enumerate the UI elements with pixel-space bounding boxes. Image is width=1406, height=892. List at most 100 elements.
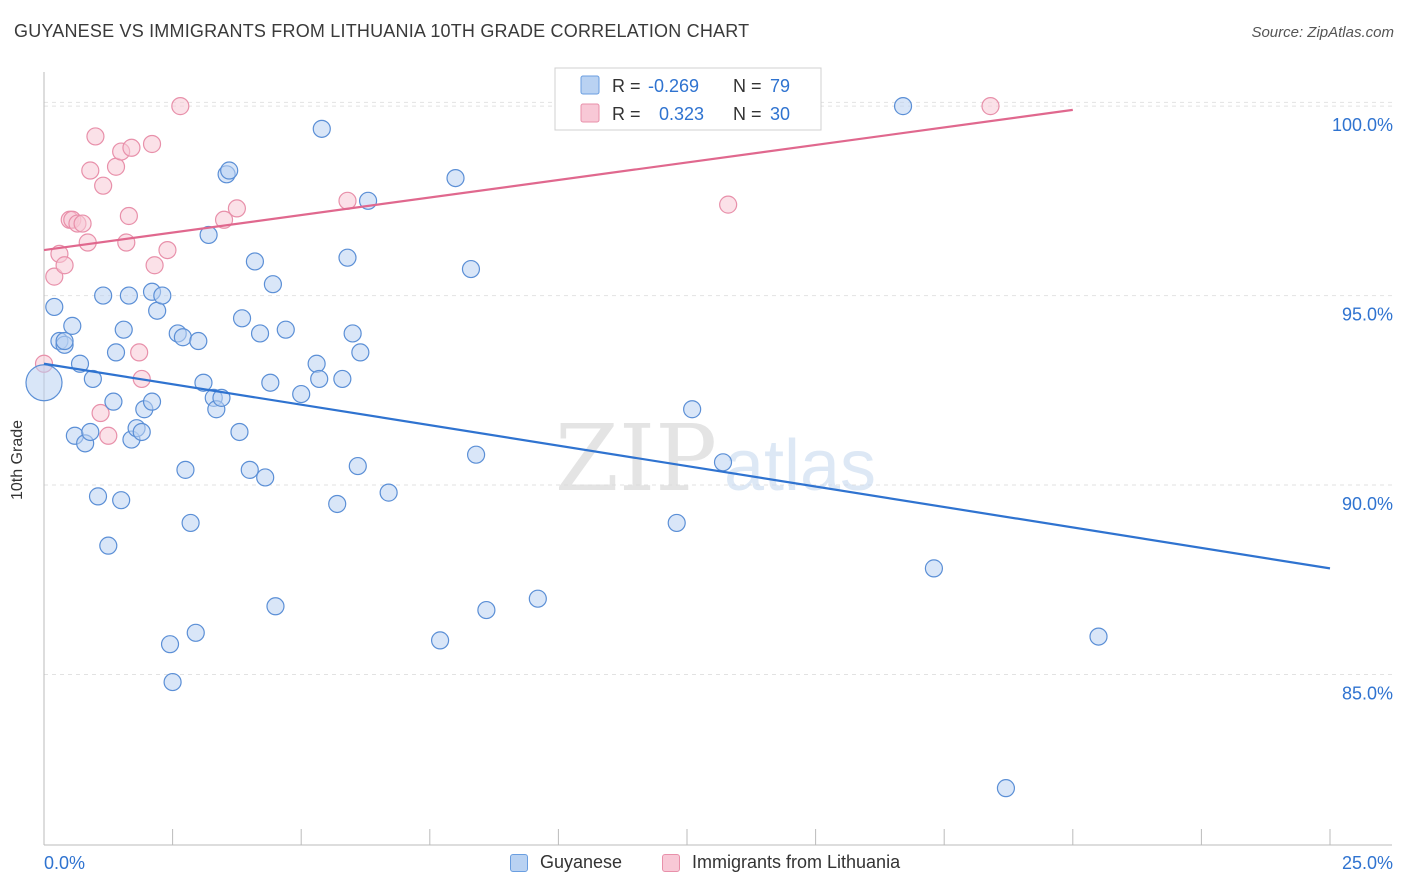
data-point <box>158 240 177 260</box>
data-point <box>186 623 205 642</box>
data-point <box>461 259 481 279</box>
stats-n-label-1: N = <box>733 76 762 96</box>
gridlines <box>44 101 1392 675</box>
data-point <box>351 343 370 362</box>
data-point <box>112 491 131 510</box>
data-point <box>310 369 329 389</box>
data-point <box>55 256 74 275</box>
data-point <box>73 214 92 233</box>
data-point <box>446 168 465 188</box>
data-point <box>117 233 136 252</box>
data-point <box>122 138 141 157</box>
data-point <box>88 487 108 506</box>
data-point <box>106 343 126 362</box>
stats-r-value-1: -0.269 <box>648 76 699 96</box>
data-point <box>1089 627 1108 646</box>
y-tick-label: 100.0% <box>1332 115 1393 135</box>
source-label: Source: ZipAtlas.com <box>1251 24 1394 41</box>
data-point <box>81 161 100 180</box>
x-tick-label: 25.0% <box>1342 853 1393 873</box>
data-point <box>477 600 496 620</box>
data-point <box>83 369 102 389</box>
data-point <box>119 286 138 305</box>
data-point <box>266 597 285 616</box>
chart-title: GUYANESE VS IMMIGRANTS FROM LITHUANIA 10… <box>14 21 750 41</box>
stats-r-label-2: R = <box>612 104 641 124</box>
tick-labels: 85.0% 90.0% 95.0% 100.0% 0.0% 25.0% <box>44 115 1393 873</box>
data-point <box>245 252 265 271</box>
data-point <box>430 631 450 650</box>
data-point <box>173 328 192 347</box>
data-point <box>996 779 1016 798</box>
y-tick-label: 95.0% <box>1342 305 1393 325</box>
data-point <box>86 127 105 146</box>
bottom-legend: Guyanese Immigrants from Lithuania <box>0 852 1406 880</box>
data-point <box>94 286 113 305</box>
data-point <box>466 445 486 464</box>
data-point <box>338 191 357 210</box>
data-point <box>160 635 180 654</box>
data-point <box>713 453 733 472</box>
data-point <box>333 369 352 389</box>
legend-item-lithuania: Immigrants from Lithuania <box>662 852 900 873</box>
data-point <box>45 297 64 317</box>
data-point <box>176 460 195 479</box>
data-point <box>45 267 64 286</box>
data-point <box>99 536 118 555</box>
data-point <box>256 468 275 487</box>
data-point <box>171 97 190 116</box>
axes <box>43 72 1392 846</box>
watermark-atlas: atlas <box>724 426 876 506</box>
data-point <box>130 343 149 362</box>
data-point <box>528 589 547 608</box>
data-point <box>148 301 167 320</box>
data-point <box>132 422 151 442</box>
legend-label-lithuania: Immigrants from Lithuania <box>692 852 901 872</box>
data-point <box>893 97 913 116</box>
data-point <box>119 206 138 226</box>
data-point <box>230 422 249 442</box>
data-point <box>683 400 702 419</box>
data-point <box>232 309 252 328</box>
data-point <box>114 320 133 339</box>
data-point <box>145 256 164 275</box>
data-point <box>104 392 123 411</box>
trend-lines <box>43 108 1331 570</box>
data-point <box>263 275 283 294</box>
data-point <box>343 324 362 343</box>
data-point <box>307 354 326 373</box>
data-point <box>142 392 162 411</box>
data-point <box>81 422 100 442</box>
data-point <box>276 320 295 339</box>
data-point <box>312 119 331 138</box>
data-point <box>348 456 367 476</box>
x-tick-label: 0.0% <box>44 853 85 873</box>
data-point <box>292 384 311 404</box>
data-point <box>63 316 82 335</box>
data-point <box>250 324 270 343</box>
data-point <box>142 134 162 154</box>
data-point <box>189 331 208 351</box>
data-point <box>25 364 63 402</box>
data-point <box>328 494 347 514</box>
data-point <box>194 373 213 392</box>
data-point <box>227 199 246 218</box>
data-point <box>94 176 113 195</box>
stats-swatch-lithuania <box>580 103 600 123</box>
stats-r-label-1: R = <box>612 76 641 96</box>
stats-n-label-2: N = <box>733 104 762 124</box>
legend-label-guyanese: Guyanese <box>540 852 623 872</box>
data-point <box>106 157 126 176</box>
data-point <box>240 460 259 479</box>
data-point <box>924 559 944 578</box>
stats-legend: R = -0.269 N = 79 R = 0.323 N = 30 <box>554 67 822 131</box>
data-point <box>99 426 118 445</box>
stats-n-value-1: 79 <box>770 76 790 96</box>
data-point <box>261 373 280 392</box>
series-guyanese <box>25 97 1108 798</box>
stats-swatch-guyanese <box>580 75 600 95</box>
data-point <box>91 403 110 423</box>
legend-swatch-lithuania <box>662 853 680 872</box>
data-point <box>220 161 239 180</box>
